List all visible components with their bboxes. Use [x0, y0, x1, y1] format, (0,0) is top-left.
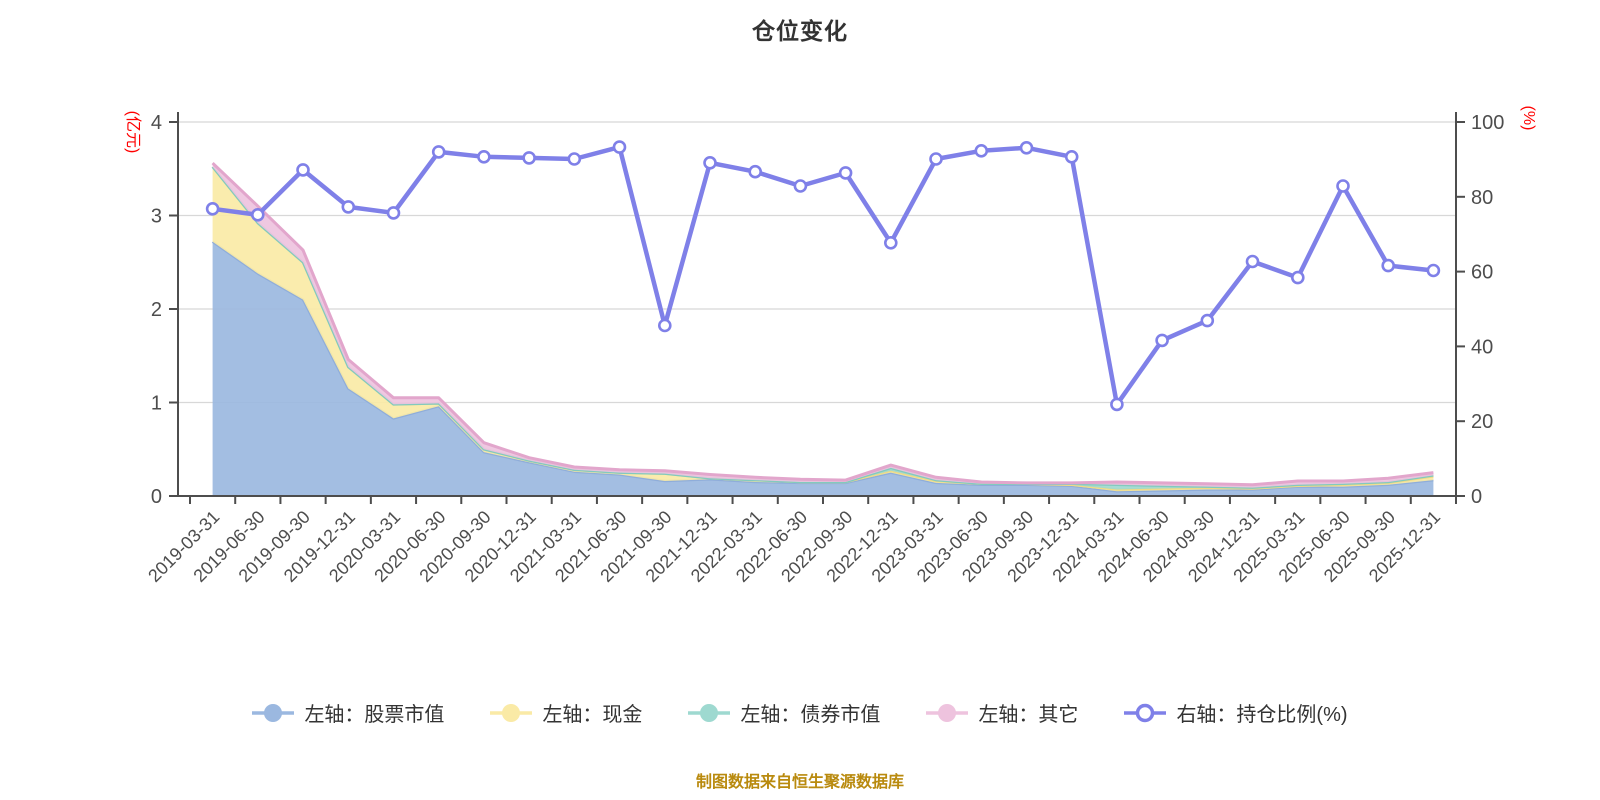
left-axis-tick-label: 2	[151, 299, 162, 321]
legend-marker-icon	[490, 703, 533, 722]
ratio-point-2019-12-31[interactable]	[341, 200, 356, 214]
legend-position-ratio[interactable]: 右轴：持仓比例(%)	[1124, 698, 1348, 727]
legend-stock-market-value[interactable]: 左轴：股票市值	[252, 698, 444, 727]
ratio-point-2020-12-31[interactable]	[522, 151, 536, 165]
ratio-point-2020-06-30[interactable]	[431, 145, 446, 159]
legend-marker-icon	[926, 703, 969, 722]
ratio-point-2022-06-30[interactable]	[793, 179, 808, 193]
right-axis-tick-label: 60	[1471, 262, 1493, 284]
ratio-point-2023-09-30[interactable]	[1019, 141, 1034, 155]
legend-label: 左轴：债券市值	[740, 704, 881, 726]
plot-area: 012340204060801002019-03-312019-06-30201…	[124, 106, 1537, 586]
legend-label: 左轴：其它	[978, 704, 1079, 726]
ratio-point-2020-03-31[interactable]	[386, 206, 401, 220]
ratio-point-2021-09-30[interactable]	[657, 318, 672, 333]
legend-label: 左轴：现金	[542, 704, 643, 726]
ratio-line	[210, 144, 1436, 407]
ratio-point-2022-12-31[interactable]	[883, 236, 898, 250]
ratio-point-2025-03-31[interactable]	[1291, 270, 1305, 285]
area-stock-market-value	[212, 241, 1434, 496]
right-axis-tick-label: 100	[1471, 112, 1504, 134]
ratio-point-2024-12-31[interactable]	[1245, 254, 1260, 269]
left-axis-tick-label: 0	[151, 486, 162, 508]
right-axis-tick-label: 80	[1471, 187, 1493, 209]
legend-marker-circle	[264, 703, 283, 722]
ratio-point-2020-09-30[interactable]	[477, 150, 491, 164]
legend-label: 右轴：持仓比例(%)	[1176, 704, 1348, 726]
right-axis-tick-label: 40	[1471, 336, 1493, 358]
ratio-point-2023-06-30[interactable]	[974, 144, 989, 158]
legend-label: 左轴：股票市值	[304, 704, 445, 726]
ratio-point-2019-09-30[interactable]	[296, 163, 310, 177]
ratio-point-2022-03-31[interactable]	[748, 164, 763, 179]
ratio-point-2021-06-30[interactable]	[612, 140, 627, 154]
legend-marker-icon	[1124, 703, 1167, 722]
ratio-point-2025-12-31[interactable]	[1426, 263, 1441, 278]
ratio-point-2023-03-31[interactable]	[929, 152, 943, 166]
legend: 左轴：股票市值 左轴：现金 左轴：债券市值 左轴：其它 右轴：持仓比例(%)	[0, 698, 1600, 727]
legend-marker-circle	[938, 703, 957, 722]
left-axis-tick-label: 3	[151, 206, 162, 228]
ratio-point-2024-03-31[interactable]	[1110, 397, 1124, 412]
legend-other[interactable]: 左轴：其它	[926, 698, 1078, 727]
stacked-areas	[211, 162, 1434, 496]
ratio-point-2022-09-30[interactable]	[838, 166, 853, 180]
grid-lines	[178, 121, 1456, 404]
left-axis-tick-label: 4	[151, 112, 162, 134]
right-axis-tick-label: 0	[1471, 486, 1482, 508]
chart-title: 仓位变化	[752, 18, 848, 44]
axes: 012340204060801002019-03-312019-06-30201…	[144, 112, 1504, 586]
ratio-point-2021-03-31[interactable]	[567, 152, 582, 166]
ratio-point-2019-06-30[interactable]	[250, 208, 265, 222]
legend-marker-icon	[252, 703, 295, 722]
left-axis-tick-label: 1	[151, 393, 162, 415]
area-other-edge	[211, 162, 1434, 487]
ratio-line-series	[205, 140, 1441, 412]
ratio-point-2025-09-30[interactable]	[1381, 258, 1395, 273]
right-axis-tick-label: 20	[1471, 411, 1493, 433]
left-axis-name: (亿元)	[124, 111, 142, 154]
legend-cash[interactable]: 左轴：现金	[490, 698, 642, 727]
ratio-point-2021-12-31[interactable]	[703, 156, 717, 170]
ratio-point-2024-09-30[interactable]	[1200, 313, 1215, 328]
ratio-point-2023-12-31[interactable]	[1064, 150, 1079, 164]
ratio-point-2025-06-30[interactable]	[1336, 179, 1350, 193]
legend-marker-icon	[688, 703, 731, 722]
legend-marker-circle	[700, 703, 719, 722]
ratio-point-2019-03-31[interactable]	[205, 202, 220, 216]
data-source-note: 制图数据来自恒生聚源数据库	[695, 774, 904, 791]
legend-marker-circle	[1136, 703, 1155, 722]
ratio-point-2024-06-30[interactable]	[1155, 333, 1169, 348]
legend-bond-market-value[interactable]: 左轴：债券市值	[688, 698, 880, 727]
right-axis-name: (%)	[1520, 106, 1537, 131]
legend-marker-circle	[502, 703, 521, 722]
